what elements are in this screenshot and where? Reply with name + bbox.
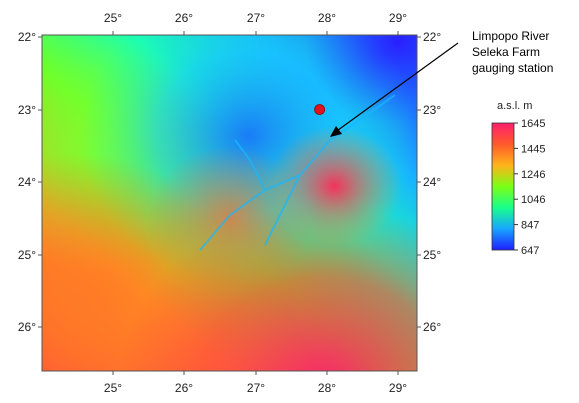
lat-tick-left-label: 26° [18, 320, 36, 334]
lon-tick-top-label: 27° [247, 11, 265, 25]
gauging-station [314, 42, 459, 137]
colorbar-tick-label: 647 [521, 245, 539, 257]
lon-tick-top-label: 28° [318, 11, 336, 25]
station-annotation: Limpopo River Seleka Farm gauging statio… [472, 29, 553, 75]
lat-tick-right-label: 25° [423, 248, 441, 262]
lon-tick-bottom-label: 27° [247, 381, 265, 395]
colorbar-tick-label: 1046 [521, 194, 545, 206]
lat-tick-left-label: 24° [18, 175, 36, 189]
map-frame [41, 34, 418, 372]
lon-tick-bottom-label: 28° [318, 381, 336, 395]
elevation-raster [42, 35, 417, 371]
colorbar-title: a.s.l. m [497, 100, 532, 112]
lon-tick-bottom-label: 29° [389, 381, 407, 395]
colorbar-tick-label: 1645 [521, 118, 545, 130]
annotation-line-river: Limpopo River [472, 29, 549, 43]
lat-tick-right-label: 23° [423, 103, 441, 117]
lat-tick-right-label: 26° [423, 320, 441, 334]
colorbar-tick-label: 1445 [521, 143, 545, 155]
lat-tick-right-label: 22° [423, 30, 441, 44]
longitude-ticks-top: 25° 26° 27° 28° 29° [104, 11, 407, 35]
lat-tick-left-label: 22° [18, 30, 36, 44]
colorbar-ticks: 1645 1445 1246 1046 847 647 [514, 118, 545, 257]
lon-tick-top-label: 25° [104, 11, 122, 25]
lon-tick-bottom-label: 26° [175, 381, 193, 395]
annotation-arrowhead [330, 126, 342, 137]
annotation-line-farm: Seleka Farm [472, 45, 540, 59]
lat-tick-left-label: 25° [18, 248, 36, 262]
lon-tick-bottom-label: 25° [104, 381, 122, 395]
colorbar-tick-label: 1246 [521, 169, 545, 181]
colorbar-tick-label: 847 [521, 220, 539, 232]
annotation-line-station: gauging station [472, 61, 553, 75]
latitude-ticks-right: 22° 23° 24° 25° 26° [417, 30, 441, 334]
lat-tick-right-label: 24° [423, 175, 441, 189]
latitude-ticks-left: 22° 23° 24° 25° 26° [18, 30, 42, 334]
colorbar-gradient [491, 122, 515, 251]
annotation-arrow [333, 42, 459, 134]
longitude-ticks-bottom: 25° 26° 27° 28° 29° [104, 371, 407, 395]
lat-tick-left-label: 23° [18, 103, 36, 117]
station-marker [314, 104, 326, 115]
colorbar: a.s.l. m 1645 1445 1246 1046 847 647 [491, 100, 545, 257]
lon-tick-top-label: 29° [389, 11, 407, 25]
lon-tick-top-label: 26° [175, 11, 193, 25]
